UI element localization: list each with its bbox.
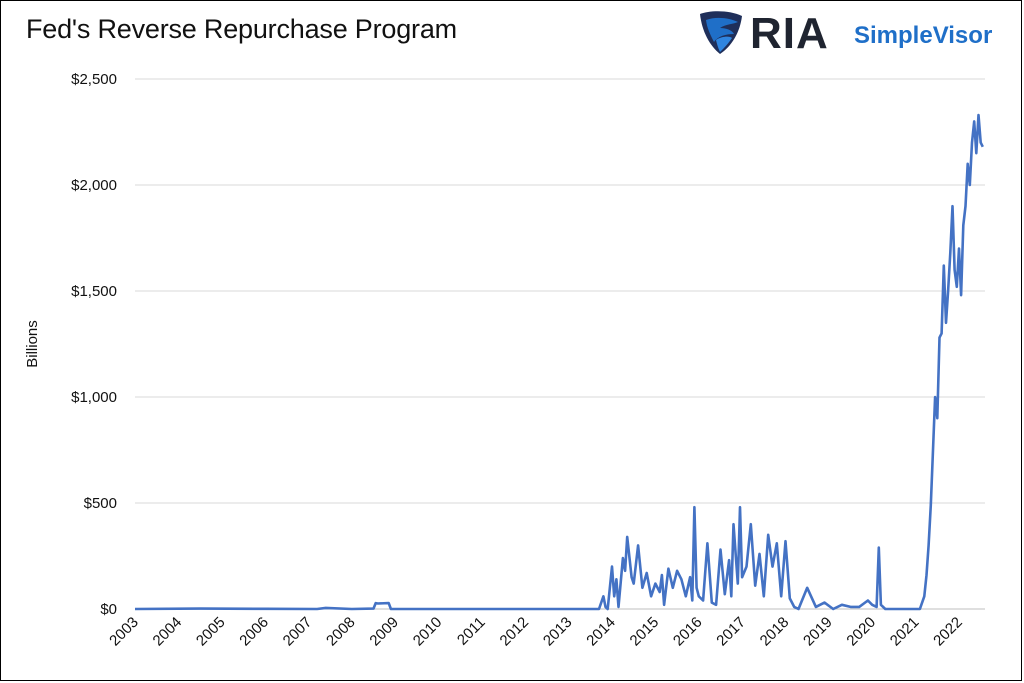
x-tick-label: 2004 bbox=[150, 614, 186, 650]
x-tick-label: 2020 bbox=[843, 614, 879, 650]
x-tick-label: 2010 bbox=[410, 614, 446, 650]
x-tick-label: 2022 bbox=[930, 614, 966, 650]
x-tick-label: 2013 bbox=[540, 614, 576, 650]
chart-title: Fed's Reverse Repurchase Program bbox=[26, 14, 457, 44]
x-tick-label: 2009 bbox=[366, 614, 402, 650]
x-tick-label: 2021 bbox=[887, 614, 923, 650]
x-tick-label: 2014 bbox=[583, 614, 619, 650]
x-tick-label: 2015 bbox=[627, 614, 663, 650]
x-tick-label: 2016 bbox=[670, 614, 706, 650]
x-tick-label: 2011 bbox=[454, 614, 489, 649]
y-tick-label: $2,500 bbox=[71, 71, 117, 88]
x-tick-label: 2007 bbox=[280, 614, 316, 650]
x-tick-label: 2018 bbox=[757, 614, 793, 650]
y-tick-label: $0 bbox=[100, 601, 117, 618]
y-tick-label: $1,500 bbox=[71, 283, 117, 300]
brand-ria-text: RIA bbox=[750, 9, 829, 58]
x-tick-label: 2017 bbox=[713, 614, 749, 650]
brand-logo: RIA SimpleVisor bbox=[696, 8, 1016, 58]
eagle-shield-icon bbox=[700, 11, 742, 54]
x-tick-label: 2003 bbox=[106, 614, 142, 650]
brand-simplevisor-text: SimpleVisor bbox=[854, 22, 993, 49]
y-tick-label: $500 bbox=[84, 495, 117, 512]
x-tick-label: 2005 bbox=[193, 614, 229, 650]
x-tick-label: 2006 bbox=[236, 614, 272, 650]
y-tick-label: $2,000 bbox=[71, 177, 117, 194]
x-tick-label: 2008 bbox=[323, 614, 359, 650]
y-tick-label: $1,000 bbox=[71, 389, 117, 406]
y-axis-label: Billions bbox=[24, 320, 41, 368]
series-line bbox=[134, 113, 984, 611]
x-tick-label: 2012 bbox=[497, 614, 533, 650]
x-tick-label: 2019 bbox=[800, 614, 836, 650]
